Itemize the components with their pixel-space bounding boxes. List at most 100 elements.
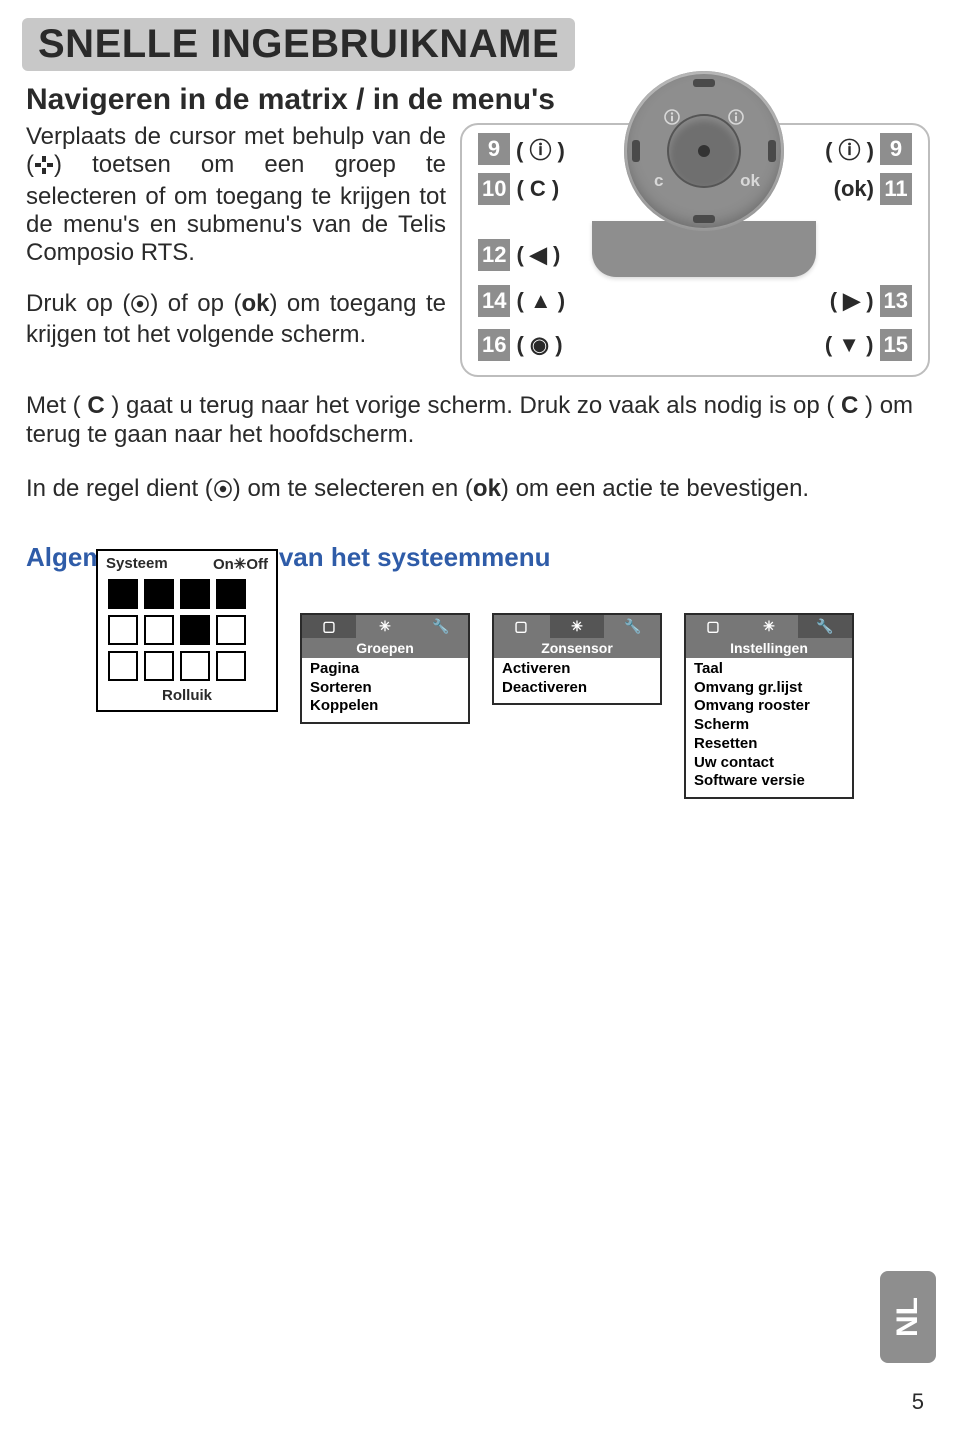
panel-item[interactable]: Koppelen	[310, 697, 460, 716]
wheel-tab-left	[632, 140, 640, 162]
callout-num: 10	[478, 173, 510, 205]
panel-tab-row: ▢✳🔧	[686, 615, 852, 638]
panel-tab-icon[interactable]: ✳	[550, 615, 606, 638]
panel-items: PaginaSorterenKoppelen	[302, 658, 468, 722]
p3-a: Met (	[26, 392, 81, 419]
panel-tab-icon[interactable]: ▢	[494, 615, 550, 638]
callout-9-left: 9 ( ⓘ )	[478, 133, 565, 165]
panel-item[interactable]: Software versie	[694, 772, 844, 791]
grid-cell	[144, 615, 174, 645]
panel-tab-icon[interactable]: ✳	[358, 615, 414, 638]
panel-item[interactable]: Taal	[694, 660, 844, 679]
panel-item[interactable]: Omvang gr.lijst	[694, 679, 844, 698]
text-and-diagram-row: Verplaats de cursor met behulp van de ()…	[26, 123, 934, 383]
wheel-glyph-info-left	[664, 109, 680, 125]
paragraph-3: Met ( C ) gaat u terug naar het vorige s…	[26, 391, 934, 450]
page-title-bar: SNELLE INGEBRUIKNAME	[22, 18, 575, 71]
p3-c-sym2: C	[834, 392, 865, 419]
systeem-panel: Systeem On✳Off Rolluik	[96, 549, 278, 712]
panel-item[interactable]: Scherm	[694, 716, 844, 735]
wheel-tab-up	[693, 79, 715, 87]
grid-cell	[216, 651, 246, 681]
panel-tab-icon[interactable]: 🔧	[606, 615, 660, 638]
panel-item[interactable]: Resetten	[694, 735, 844, 754]
p3-c-sym: C	[81, 392, 112, 419]
wheel-tab-right	[768, 140, 776, 162]
callout-15: ( ▼ ) 15	[825, 329, 912, 361]
panel-title: Instellingen	[686, 638, 852, 658]
panel-item[interactable]: Uw contact	[694, 754, 844, 773]
panel-item[interactable]: Activeren	[502, 660, 652, 679]
panel-tab-icon[interactable]: 🔧	[414, 615, 468, 638]
wheel-tab-down	[693, 215, 715, 223]
grid-cell	[180, 615, 210, 645]
grid-cell	[108, 651, 138, 681]
panel-item[interactable]: Deactiveren	[502, 679, 652, 698]
callout-11: (ok) 11	[834, 173, 912, 205]
callout-sym: ( C )	[516, 176, 559, 202]
grid-cell	[108, 615, 138, 645]
control-wheel: c ok	[624, 71, 784, 231]
callout-sym: (ok)	[834, 176, 874, 202]
wheel-center-dot	[698, 145, 710, 157]
p2-b: ) of op (	[150, 290, 241, 317]
callout-num: 9	[880, 133, 912, 165]
menu-panel: ▢✳🔧GroepenPaginaSorterenKoppelen	[300, 613, 470, 724]
panel-title: Groepen	[302, 638, 468, 658]
language-tab: NL	[880, 1271, 936, 1363]
panel-title: Zonsensor	[494, 638, 660, 658]
grid-cell	[180, 651, 210, 681]
panel-tab-row: ▢✳🔧	[302, 615, 468, 638]
paragraph-4: In de regel dient ( ) om te selecteren en…	[26, 474, 934, 506]
p4-b: ) om te selecteren en (	[233, 475, 473, 502]
panel-item[interactable]: Pagina	[310, 660, 460, 679]
callout-sym: ( ▶ )	[830, 288, 874, 314]
panel-item[interactable]: Omvang rooster	[694, 697, 844, 716]
callout-sym: ( ▼ )	[825, 332, 874, 358]
callout-sym: ( ▲ )	[516, 288, 565, 314]
panel-item[interactable]: Sorteren	[310, 679, 460, 698]
wheel-glyph-ok: ok	[740, 171, 760, 191]
target-icon	[213, 477, 233, 506]
page-number: 5	[912, 1389, 924, 1415]
grid-cell	[144, 579, 174, 609]
callout-num: 13	[880, 285, 912, 317]
p3-b: ) gaat u terug naar het vorige scherm. D…	[111, 392, 834, 419]
p2-a: Druk op (	[26, 290, 130, 317]
systeem-grid	[98, 575, 276, 685]
p2-ok: ok	[241, 290, 269, 317]
callout-10: 10 ( C )	[478, 173, 559, 205]
p4-a: In de regel dient (	[26, 475, 213, 502]
callout-16: 16 ( ◉ )	[478, 329, 563, 361]
panel-tab-icon[interactable]: 🔧	[798, 615, 852, 638]
target-icon	[130, 293, 150, 321]
panel-tab-icon[interactable]: ✳	[742, 615, 798, 638]
callout-12: 12 ( ◀ )	[478, 239, 560, 271]
grid-cell	[180, 579, 210, 609]
menu-panels: ▢✳🔧GroepenPaginaSorterenKoppelen▢✳🔧Zonse…	[300, 613, 854, 799]
callout-num: 14	[478, 285, 510, 317]
grid-cell	[144, 651, 174, 681]
page-title: SNELLE INGEBRUIKNAME	[38, 22, 559, 67]
grid-cell	[216, 579, 246, 609]
callout-sym: ( ◉ )	[516, 332, 562, 358]
systeem-footer: Rolluik	[98, 685, 276, 710]
remote-diagram: c ok 9 ( ⓘ ) 10 ( C ) 12 ( ◀ )	[460, 123, 930, 377]
panel-tab-icon[interactable]: ▢	[686, 615, 742, 638]
diagram-column: c ok 9 ( ⓘ ) 10 ( C ) 12 ( ◀ )	[460, 123, 934, 383]
callout-sym: ( ⓘ )	[516, 133, 565, 165]
callout-num: 15	[880, 329, 912, 361]
callout-num: 11	[880, 173, 912, 205]
nav-subheading: Navigeren in de matrix / in de menu's	[26, 83, 934, 117]
callout-num: 12	[478, 239, 510, 271]
content-area: Navigeren in de matrix / in de menu's Ve…	[0, 83, 960, 799]
paragraph-2: Druk op () of op (ok) om toegang te krij…	[26, 290, 446, 350]
callout-13: ( ▶ ) 13	[830, 285, 912, 317]
wheel-glyph-info-right	[728, 109, 744, 125]
callout-sym: ( ⓘ )	[825, 133, 874, 165]
menu-panel: ▢✳🔧Zonsensor ActiverenDeactiveren	[492, 613, 662, 706]
callout-num: 16	[478, 329, 510, 361]
menu-panel: ▢✳🔧Instellingen TaalOmvang gr.lijstOmvang…	[684, 613, 854, 799]
panel-tab-icon[interactable]: ▢	[302, 615, 358, 638]
p4-ok: ok	[473, 475, 501, 502]
